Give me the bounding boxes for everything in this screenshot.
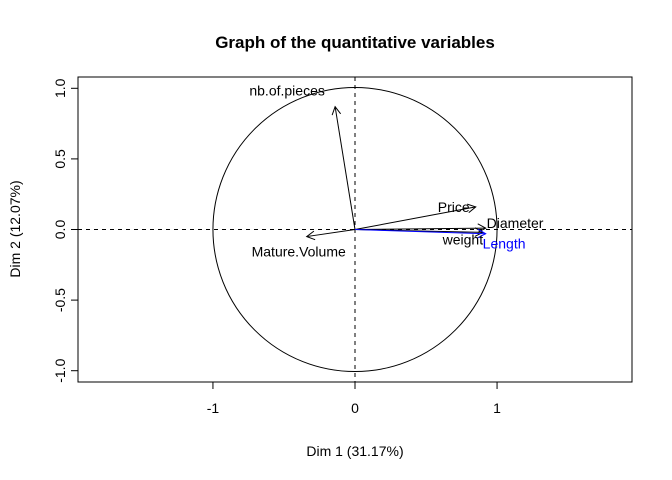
y-tick-label: 0.0 xyxy=(52,220,68,240)
chart-title: Graph of the quantitative variables xyxy=(215,33,495,52)
variable-label-weight: weight xyxy=(442,231,484,247)
x-axis-title: Dim 1 (31.17%) xyxy=(306,443,403,459)
variable-label-price: Price xyxy=(438,199,470,215)
arrow-nb-of-pieces xyxy=(331,105,356,230)
arrow-length xyxy=(354,228,487,239)
y-tick-label: 0.5 xyxy=(52,149,68,169)
y-tick-label: -1.0 xyxy=(52,358,68,382)
variable-label-nb-of-pieces: nb.of.pieces xyxy=(249,83,325,99)
y-axis: -1.0 -0.5 0.0 0.5 1.0 xyxy=(52,78,78,383)
variable-arrows xyxy=(305,105,487,241)
arrow-price xyxy=(354,203,477,230)
y-tick-label: 1.0 xyxy=(52,78,68,98)
variable-label-diameter: Diameter xyxy=(487,215,544,231)
variable-label-mature-volume: Mature.Volume xyxy=(252,244,346,260)
y-axis-title: Dim 2 (12.07%) xyxy=(7,180,23,277)
x-tick-label: 0 xyxy=(351,400,359,416)
variable-label-length: Length xyxy=(483,236,526,252)
arrow-mature-volume xyxy=(305,229,356,241)
x-tick-label: -1 xyxy=(207,400,220,416)
x-axis: -1 0 1 xyxy=(207,382,501,416)
x-tick-label: 1 xyxy=(493,400,501,416)
y-tick-label: -0.5 xyxy=(52,288,68,312)
